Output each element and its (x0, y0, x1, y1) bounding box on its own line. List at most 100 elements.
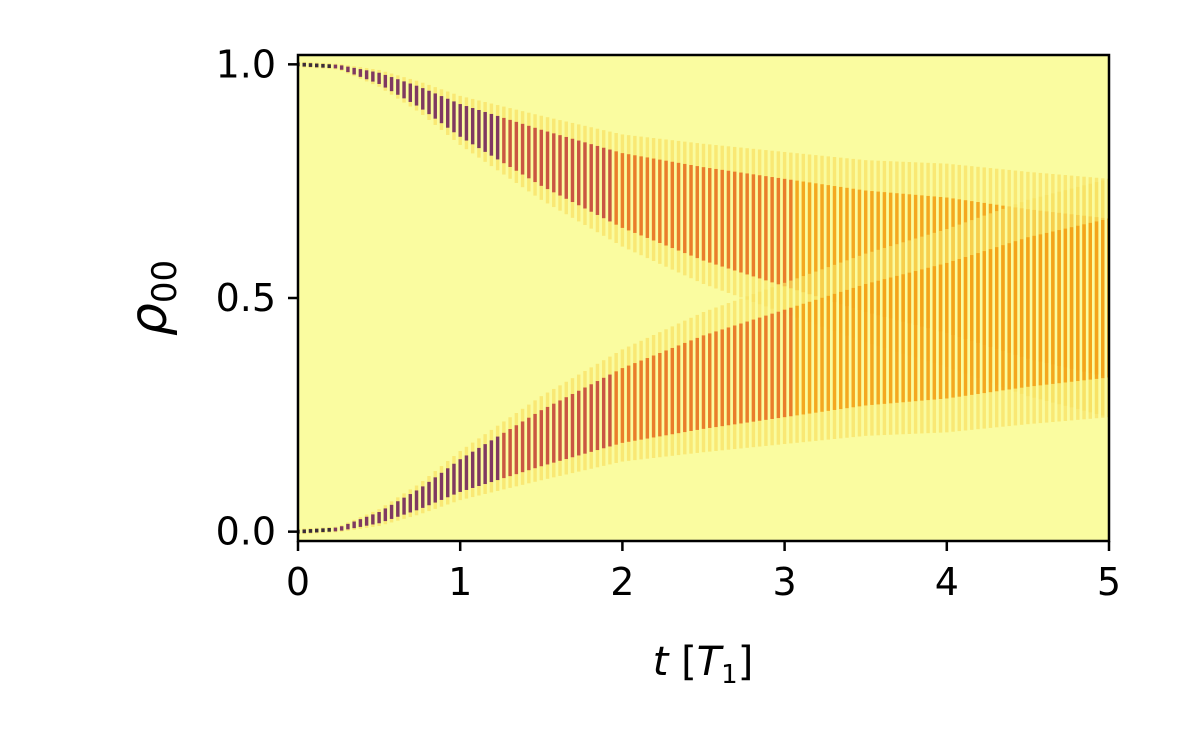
density-stripe (502, 432, 506, 479)
density-stripe (620, 153, 625, 228)
density-stripe (714, 168, 718, 265)
density-stripe (552, 403, 556, 463)
density-stripe (851, 287, 855, 408)
y-tick-label: 1.0 (216, 42, 276, 86)
density-stripe (695, 337, 699, 430)
density-stripe (982, 251, 986, 394)
density-stripe (826, 185, 830, 301)
density-stripe (1026, 237, 1030, 387)
density-stripe (820, 184, 824, 299)
density-stripe (726, 170, 731, 269)
density-stripe (502, 117, 506, 164)
density-stripe (757, 317, 762, 421)
density-stripe (527, 125, 531, 179)
density-stripe (458, 459, 462, 492)
density-stripe (327, 527, 331, 532)
density-stripe (633, 155, 637, 233)
density-stripe (302, 529, 306, 534)
density-stripe (558, 400, 562, 461)
density-stripe (583, 387, 587, 454)
density-stripe (495, 115, 500, 160)
density-stripe (689, 164, 693, 256)
density-stripe (346, 523, 350, 530)
density-stripe (495, 436, 500, 481)
density-stripe (701, 167, 706, 261)
x-tick-label: 2 (610, 560, 634, 604)
y-axis-label: ρ00 (119, 260, 185, 336)
density-stripe (608, 374, 612, 447)
x-tick-label: 3 (773, 560, 797, 604)
density-stripe (545, 406, 550, 465)
density-stripe (477, 447, 481, 487)
density-stripe (321, 63, 325, 68)
density-stripe (739, 323, 743, 424)
density-stripe (552, 133, 556, 193)
density-stripe (701, 335, 706, 429)
density-stripe (614, 151, 618, 225)
density-stripe (389, 77, 394, 92)
density-stripe (651, 355, 656, 438)
density-stripe (427, 90, 431, 115)
density-stripe (851, 188, 855, 309)
density-stripe (570, 138, 575, 203)
density-stripe (751, 319, 756, 422)
x-tick-label: 4 (935, 560, 959, 604)
density-stripe (845, 289, 849, 409)
density-stripe (732, 325, 737, 425)
density-stripe (470, 451, 475, 488)
density-stripe (732, 171, 737, 271)
density-stripe (1069, 227, 1074, 382)
density-stripe (464, 455, 469, 490)
density-stripe (520, 123, 525, 175)
density-stripe (683, 342, 687, 433)
density-stripe (695, 166, 699, 259)
x-tick-label: 5 (1097, 560, 1121, 604)
density-stripe (1076, 225, 1080, 382)
density-stripe (863, 190, 868, 313)
density-stripe (895, 275, 899, 403)
x-axis: 0 1 2 3 4 5 (286, 541, 1121, 604)
density-stripe (1032, 235, 1036, 387)
density-stripe (976, 253, 980, 394)
density-stripe (520, 421, 525, 473)
density-stripe (963, 257, 968, 396)
density-stripe (389, 504, 394, 519)
density-stripe (1057, 230, 1061, 384)
density-stripe (664, 160, 668, 246)
density-stripe (658, 352, 662, 437)
density-stripe (414, 85, 419, 106)
density-stripe (857, 189, 862, 311)
density-stripe (757, 175, 762, 279)
density-stripe (358, 519, 363, 527)
density-stripe (614, 371, 618, 445)
density-bands (298, 61, 1109, 535)
density-stripe (433, 93, 437, 119)
density-stripe (676, 345, 681, 434)
density-stripe (888, 277, 893, 404)
density-stripe (514, 121, 519, 171)
density-stripe (371, 514, 375, 525)
density-stripe (1013, 241, 1018, 389)
density-stripe (408, 83, 413, 102)
density-stripe (545, 131, 550, 190)
density-stripe (651, 158, 656, 241)
density-stripe (439, 472, 444, 500)
density-stripe (795, 305, 799, 416)
density-stripe (907, 272, 912, 402)
density-stripe (1044, 232, 1049, 385)
density-stripe (776, 311, 781, 419)
density-stripe (533, 413, 537, 469)
density-stripe (508, 119, 512, 167)
density-stripe (901, 274, 905, 403)
density-stripe (452, 463, 456, 495)
density-stripe (601, 147, 606, 219)
density-stripe (926, 267, 930, 401)
density-stripe (589, 384, 593, 452)
density-stripe (1063, 228, 1068, 383)
y-tick-label: 0.0 (216, 510, 276, 554)
density-stripe (639, 156, 643, 236)
density-stripe (645, 358, 650, 439)
density-stripe (1051, 231, 1055, 384)
density-stripe (446, 98, 450, 128)
